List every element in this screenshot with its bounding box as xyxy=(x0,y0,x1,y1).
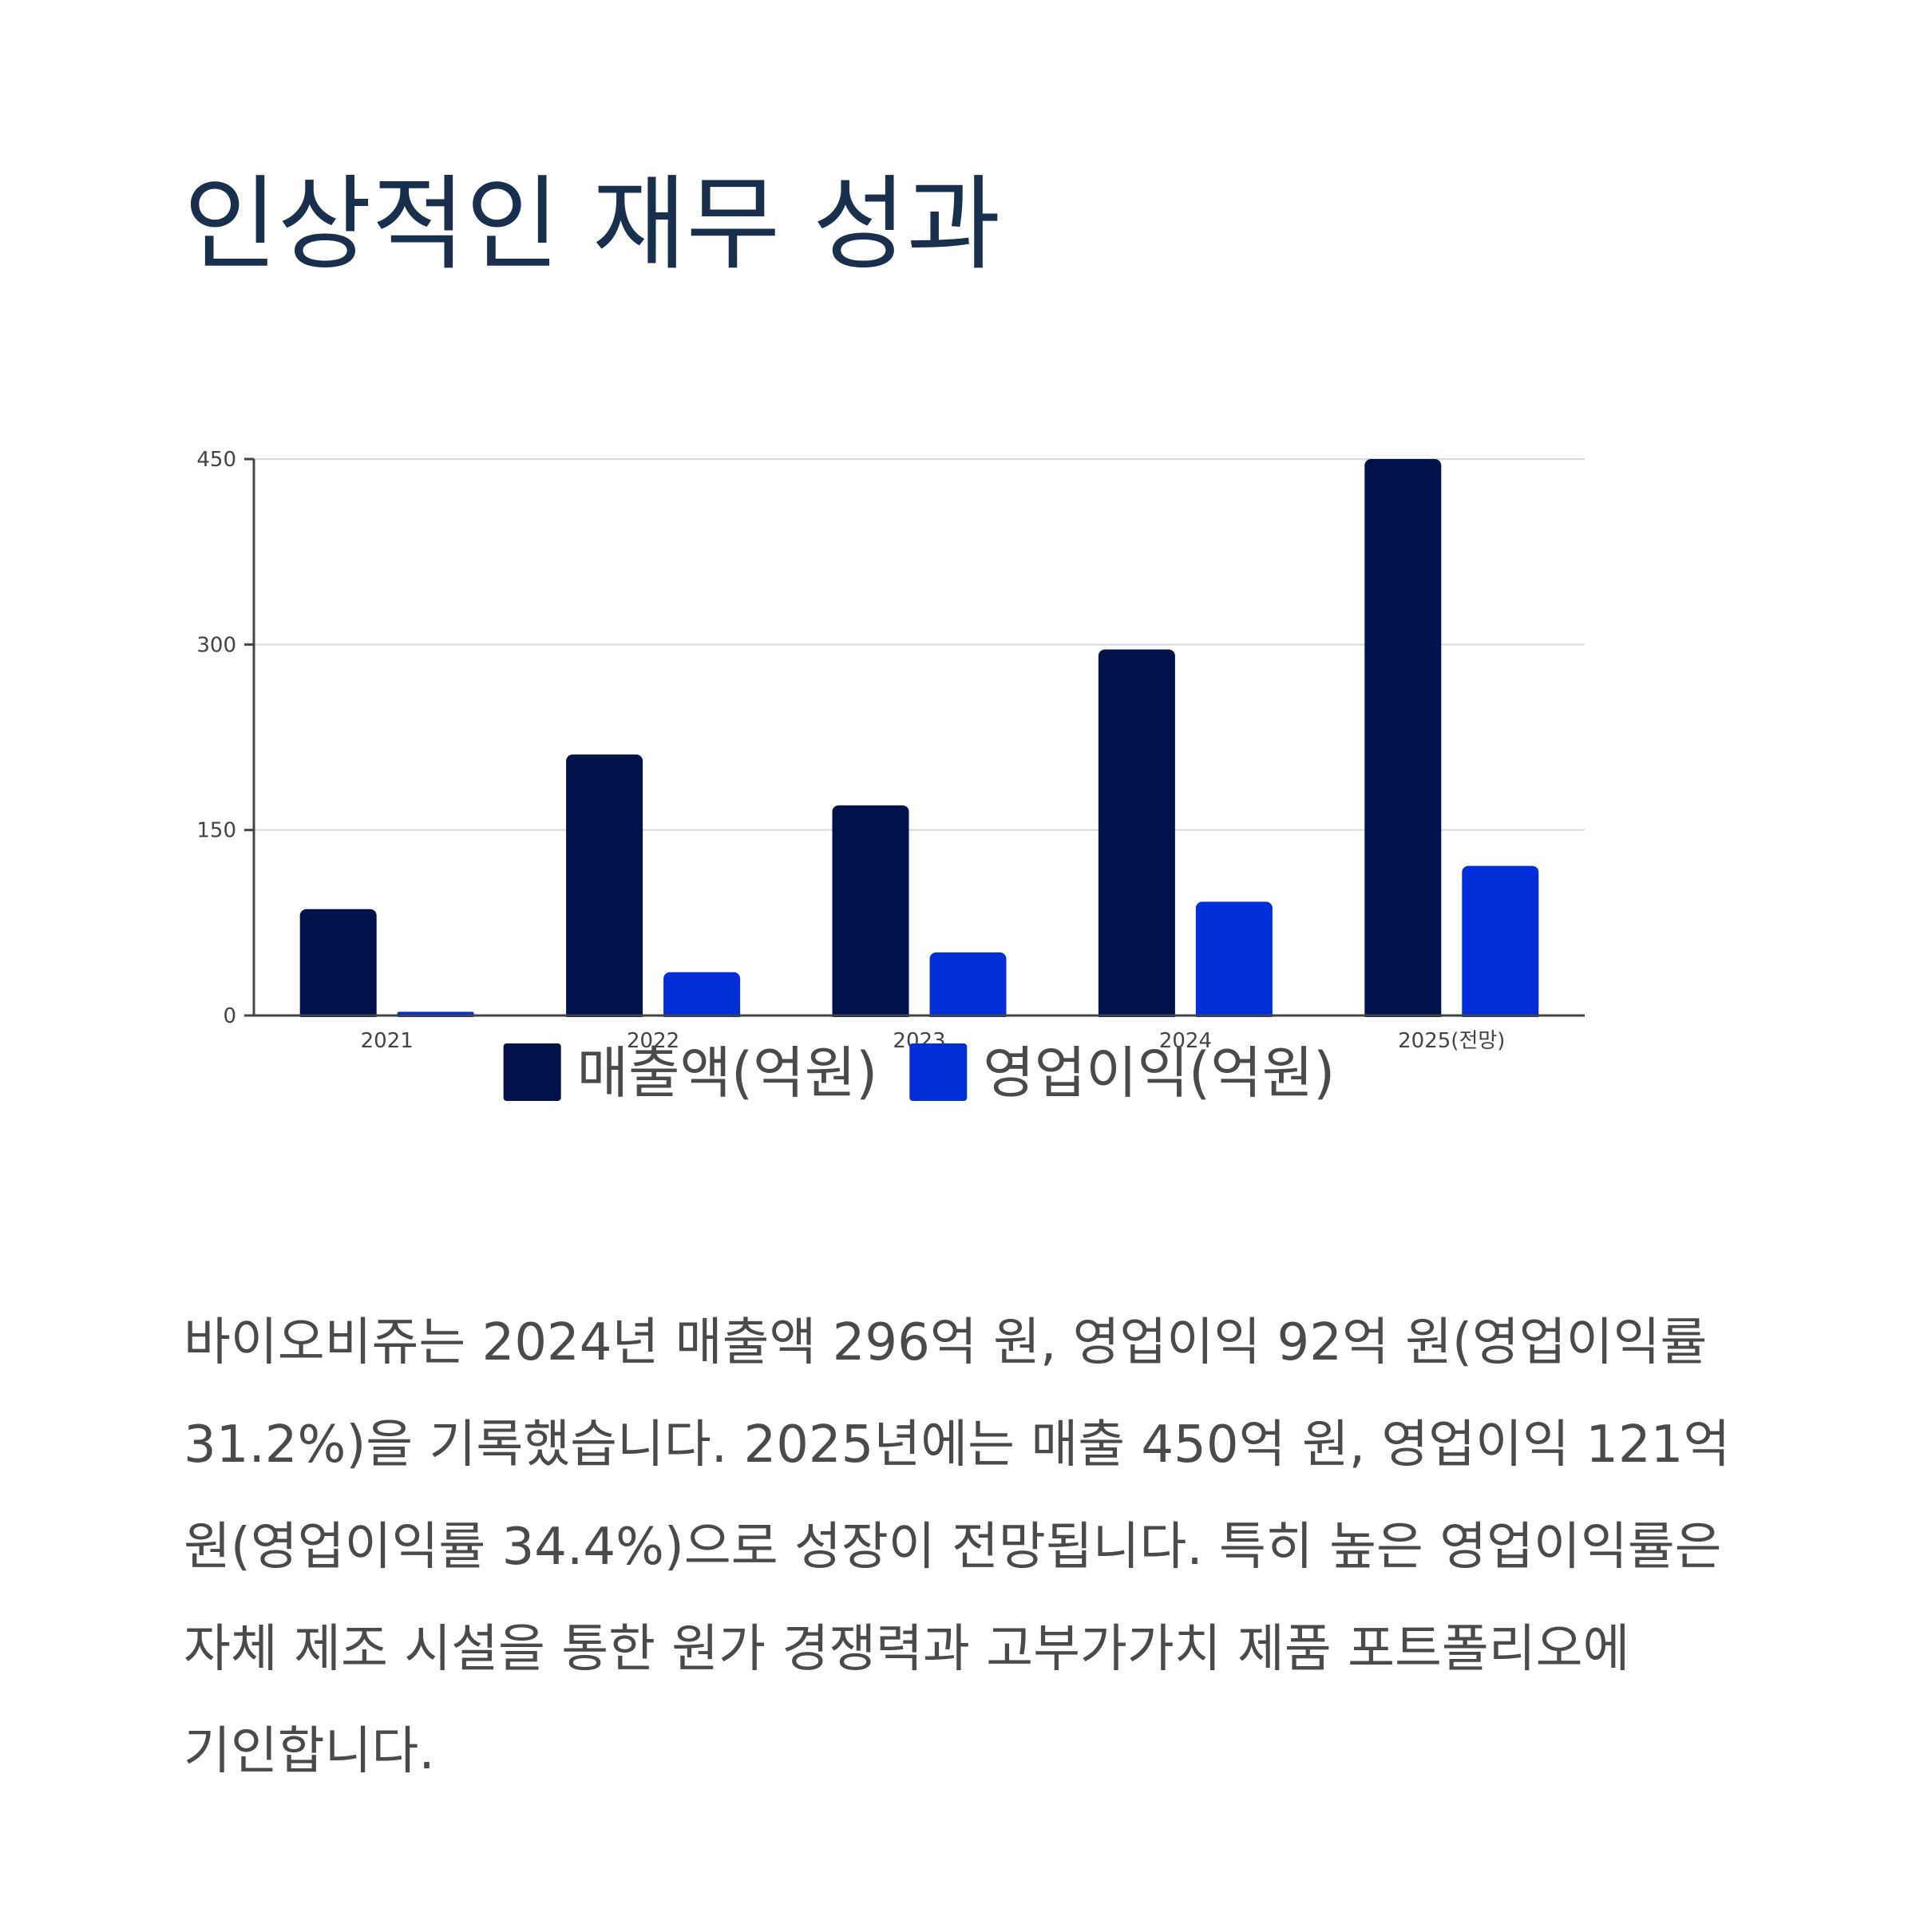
bar-revenue-2021 xyxy=(299,909,377,1022)
bar-revenue-2023 xyxy=(832,805,909,1022)
x-tick-label: 2021 xyxy=(361,1029,414,1053)
legend-swatch xyxy=(909,1043,968,1101)
legend-label: 영업이익(억원) xyxy=(983,1040,1335,1106)
legend-item: 매출액(억원) xyxy=(503,1040,878,1106)
x-tick-label: 2025(전망) xyxy=(1398,1029,1505,1053)
bar-operating-profit-2022 xyxy=(663,972,741,1022)
axis-cover xyxy=(255,1017,1586,1028)
y-tick-label: 450 xyxy=(196,448,236,472)
legend-swatch xyxy=(503,1043,561,1101)
bar-operating-profit-2025(전망) xyxy=(1462,865,1539,1022)
y-tick-label: 0 xyxy=(223,1004,236,1028)
legend-item: 영업이익(억원) xyxy=(909,1040,1335,1106)
bars xyxy=(299,459,1539,1022)
y-tick-label: 300 xyxy=(196,633,236,657)
grid-lines xyxy=(254,458,1585,831)
bar-revenue-2025(전망) xyxy=(1364,459,1442,1022)
legend: 매출액(억원) 영업이익(억원) xyxy=(503,1040,1335,1106)
y-tick-label: 150 xyxy=(196,819,236,843)
bar-operating-profit-2024 xyxy=(1195,901,1273,1022)
page-title: 인상적인 재무 성과 xyxy=(184,165,1001,284)
description-paragraph: 바이오비쥬는 2024년 매출액 296억 원, 영업이익 92억 원(영업이익… xyxy=(184,1313,1731,1781)
legend-label: 매출액(억원) xyxy=(577,1040,878,1106)
bar-revenue-2024 xyxy=(1098,649,1175,1022)
bar-revenue-2022 xyxy=(566,754,643,1022)
bar-operating-profit-2023 xyxy=(929,952,1007,1022)
x-tick-label: 2024 xyxy=(1159,1029,1212,1053)
x-tick-label: 2022 xyxy=(627,1029,679,1053)
axes xyxy=(244,457,1586,1028)
